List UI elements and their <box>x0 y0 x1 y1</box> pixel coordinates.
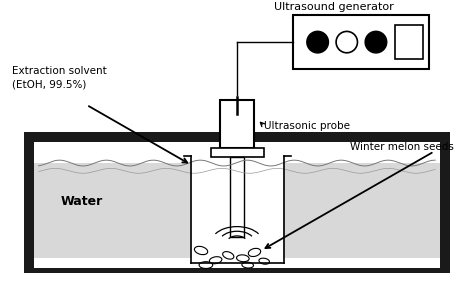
Bar <box>34 163 440 258</box>
Text: Water: Water <box>60 195 102 208</box>
Bar <box>395 25 422 59</box>
Text: Extraction solvent
(EtOH, 99.5%): Extraction solvent (EtOH, 99.5%) <box>11 66 106 90</box>
Circle shape <box>365 32 387 53</box>
Bar <box>230 157 244 237</box>
Ellipse shape <box>259 258 270 264</box>
Bar <box>34 142 440 268</box>
Ellipse shape <box>237 255 249 262</box>
Ellipse shape <box>210 257 222 264</box>
Ellipse shape <box>242 262 254 268</box>
Ellipse shape <box>199 262 213 268</box>
Bar <box>211 149 264 157</box>
Text: Winter melon seeds: Winter melon seeds <box>350 142 454 152</box>
Bar <box>192 157 283 262</box>
Circle shape <box>307 32 328 53</box>
Bar <box>24 132 450 273</box>
Ellipse shape <box>248 248 261 257</box>
Ellipse shape <box>194 246 208 255</box>
Circle shape <box>336 32 357 53</box>
Bar <box>293 15 429 69</box>
Ellipse shape <box>223 252 234 259</box>
Text: Ultrasonic probe: Ultrasonic probe <box>264 121 350 131</box>
Text: Ultrasound generator: Ultrasound generator <box>274 1 394 11</box>
Bar <box>220 100 255 149</box>
